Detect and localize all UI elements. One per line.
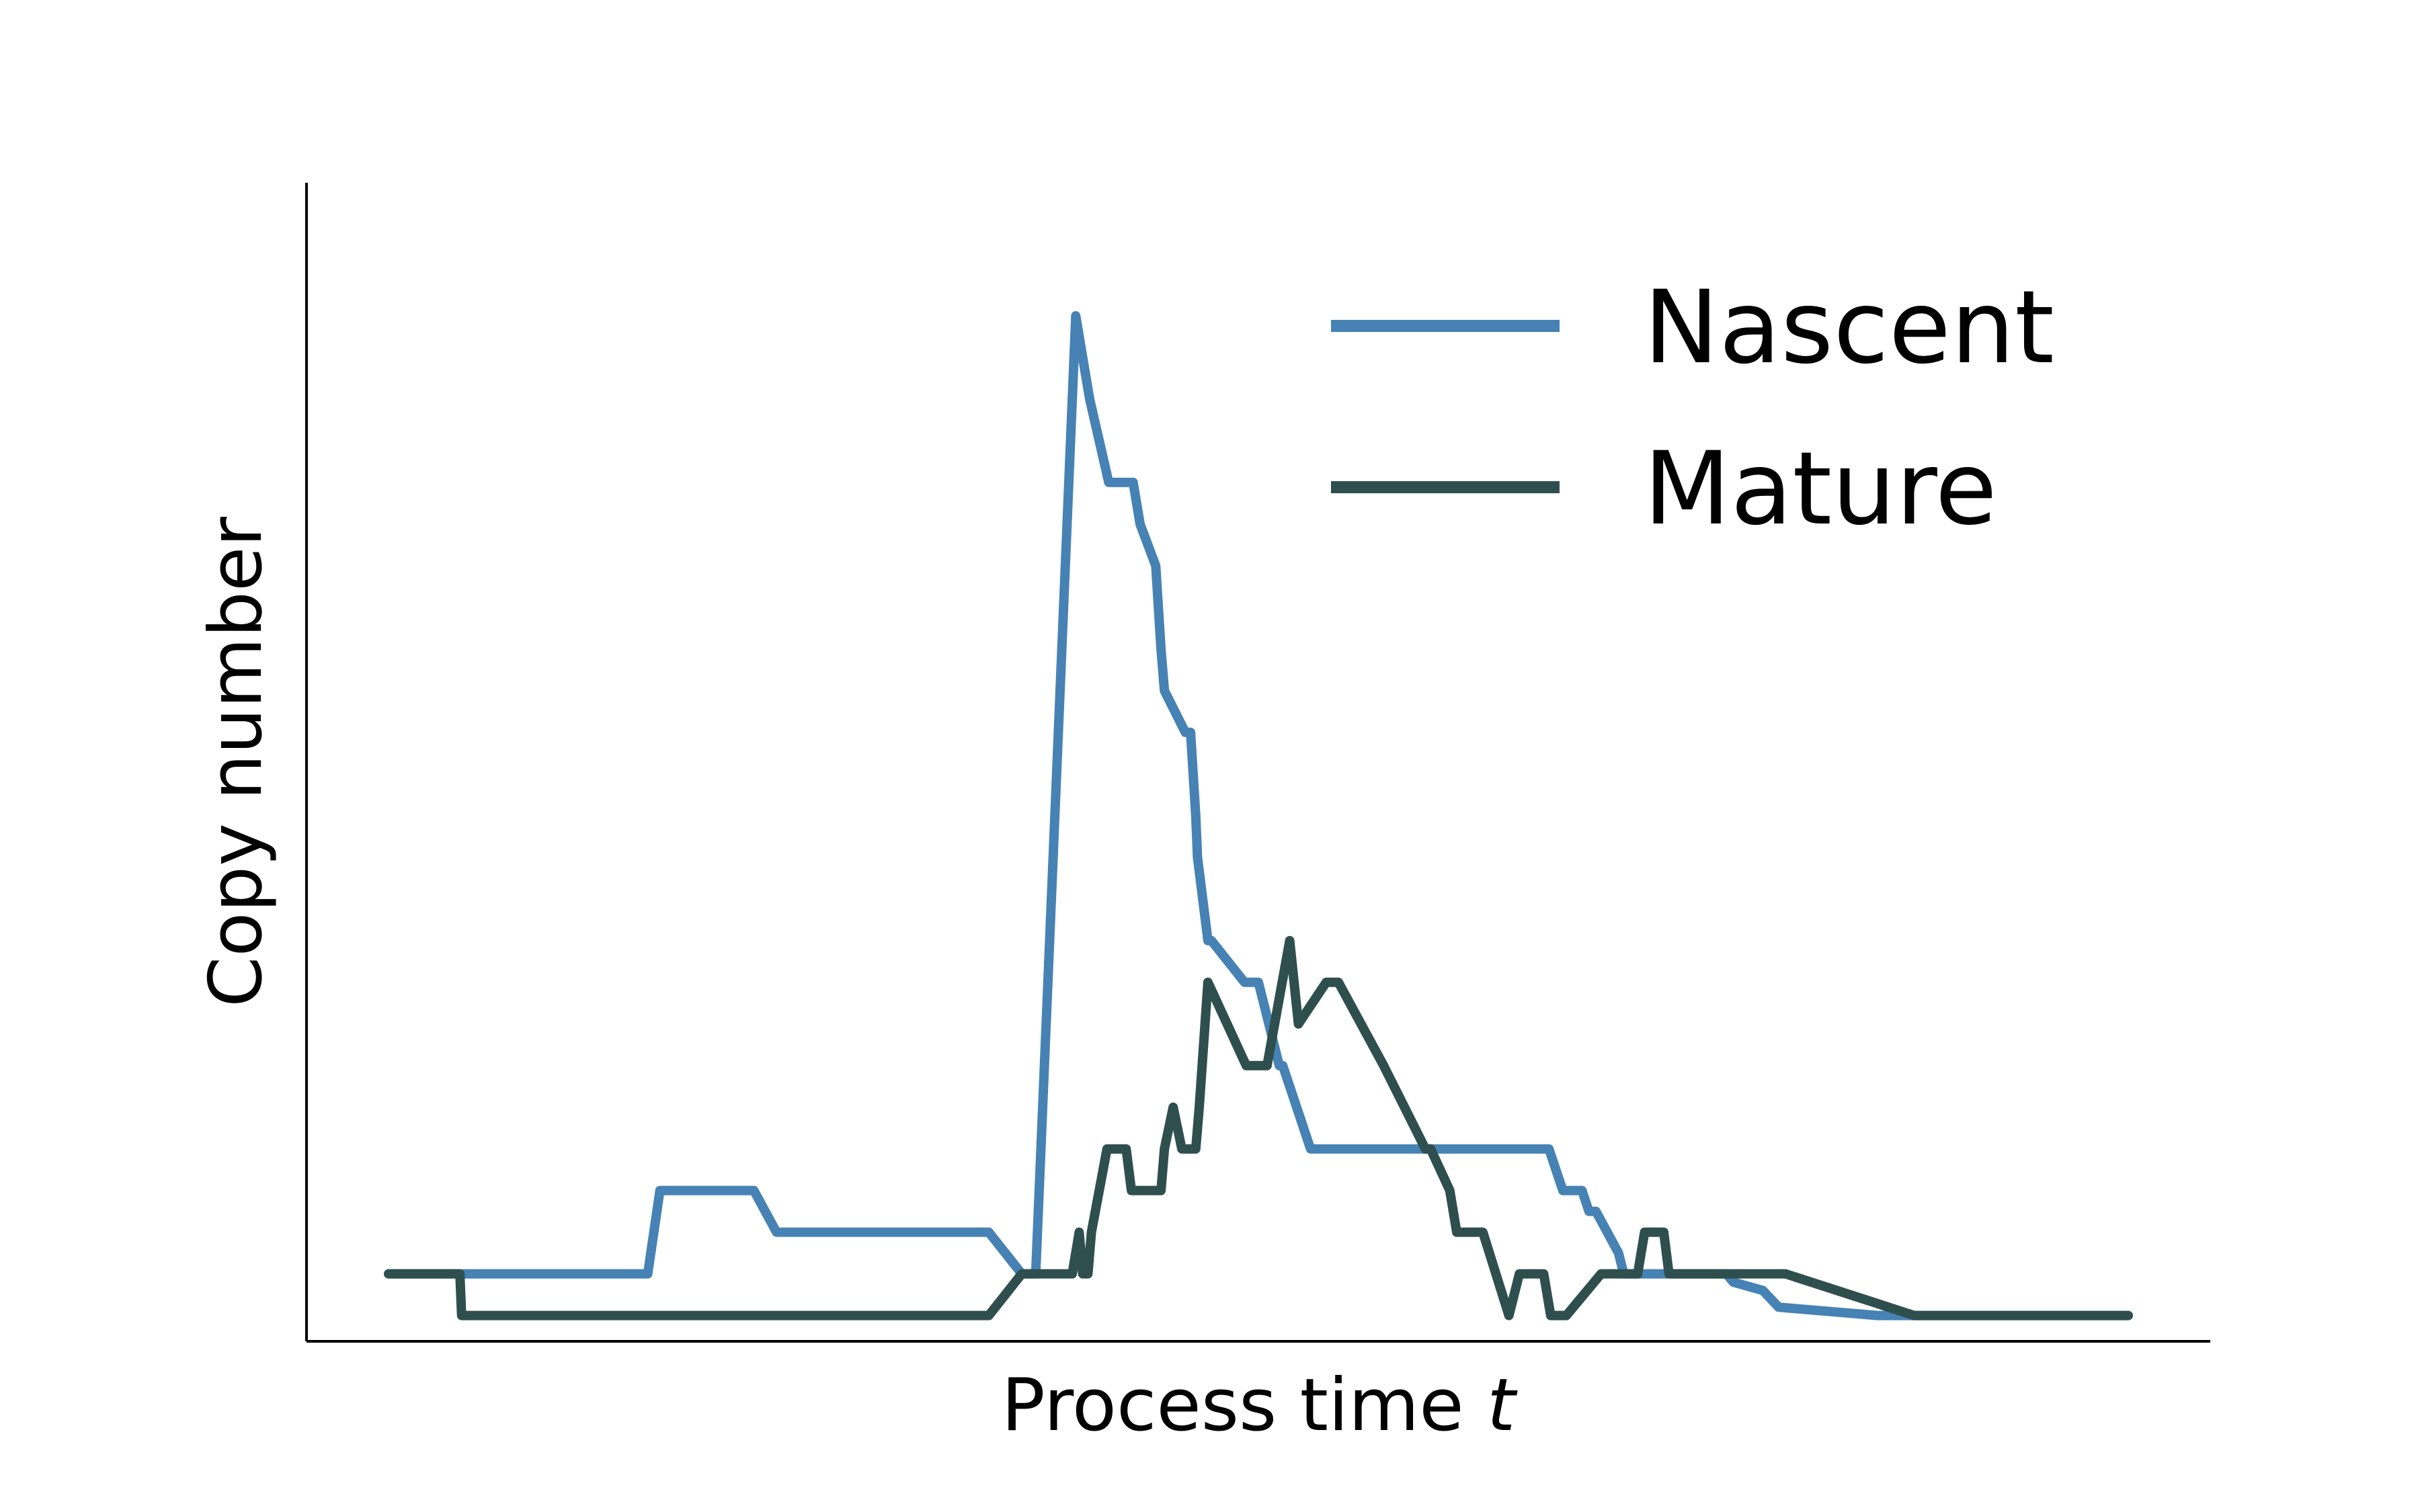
series-line-mature	[384, 935, 2133, 1320]
chart-axes	[305, 183, 2210, 1343]
series-layer	[384, 311, 2133, 1320]
legend-label-mature: Mature	[1644, 431, 1997, 548]
legend: Nascent Mature	[1331, 269, 2054, 548]
y-axis-title: Copy number	[194, 517, 278, 1007]
x-axis-title: Process time t	[1002, 1363, 1518, 1447]
x-axis-variable: t	[1487, 1363, 1518, 1447]
legend-label-nascent: Nascent	[1644, 269, 2054, 386]
